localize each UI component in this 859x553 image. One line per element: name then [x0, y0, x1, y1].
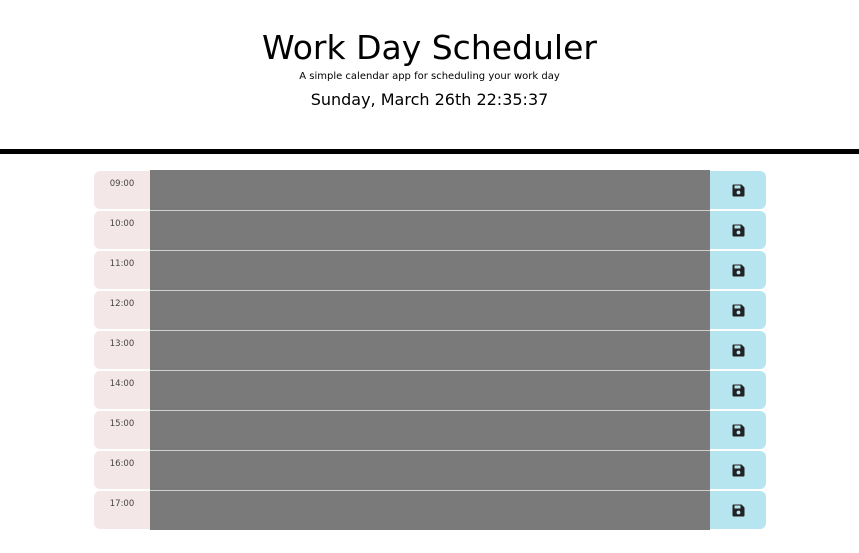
floppy-disk-icon [732, 224, 744, 236]
floppy-disk-icon [732, 264, 744, 276]
save-button[interactable] [710, 171, 766, 209]
floppy-disk-icon [732, 464, 744, 476]
page-subtitle: A simple calendar app for scheduling you… [299, 71, 560, 82]
save-button[interactable] [710, 251, 766, 289]
time-block: 15:00 [94, 410, 766, 450]
hour-label: 14:00 [94, 371, 150, 409]
floppy-disk-icon [732, 424, 744, 436]
task-input[interactable] [150, 170, 710, 210]
page-header: Work Day Scheduler A simple calendar app… [0, 0, 859, 150]
time-block: 16:00 [94, 450, 766, 490]
save-button[interactable] [710, 491, 766, 529]
hour-label: 10:00 [94, 211, 150, 249]
page-title: Work Day Scheduler [262, 28, 597, 67]
time-block: 14:00 [94, 370, 766, 410]
task-input[interactable] [150, 290, 710, 330]
save-button[interactable] [710, 331, 766, 369]
task-input[interactable] [150, 490, 710, 530]
hour-label: 15:00 [94, 411, 150, 449]
task-input[interactable] [150, 330, 710, 370]
floppy-disk-icon [732, 504, 744, 516]
floppy-disk-icon [732, 384, 744, 396]
task-input[interactable] [150, 370, 710, 410]
header-divider [0, 149, 859, 154]
hour-label: 12:00 [94, 291, 150, 329]
task-input[interactable] [150, 210, 710, 250]
scheduler: 09:00 10:00 11:00 12:00 13:00 14:00 [94, 170, 766, 530]
hour-label: 13:00 [94, 331, 150, 369]
task-input[interactable] [150, 410, 710, 450]
task-input[interactable] [150, 450, 710, 490]
floppy-disk-icon [732, 184, 744, 196]
time-block: 17:00 [94, 490, 766, 530]
time-block: 13:00 [94, 330, 766, 370]
floppy-disk-icon [732, 344, 744, 356]
hour-label: 11:00 [94, 251, 150, 289]
save-button[interactable] [710, 291, 766, 329]
hour-label: 09:00 [94, 171, 150, 209]
hour-label: 16:00 [94, 451, 150, 489]
floppy-disk-icon [732, 304, 744, 316]
save-button[interactable] [710, 211, 766, 249]
time-block: 11:00 [94, 250, 766, 290]
time-block: 12:00 [94, 290, 766, 330]
hour-label: 17:00 [94, 491, 150, 529]
task-input[interactable] [150, 250, 710, 290]
save-button[interactable] [710, 371, 766, 409]
save-button[interactable] [710, 411, 766, 449]
time-block: 10:00 [94, 210, 766, 250]
time-block: 09:00 [94, 170, 766, 210]
current-date: Sunday, March 26th 22:35:37 [310, 90, 549, 109]
save-button[interactable] [710, 451, 766, 489]
